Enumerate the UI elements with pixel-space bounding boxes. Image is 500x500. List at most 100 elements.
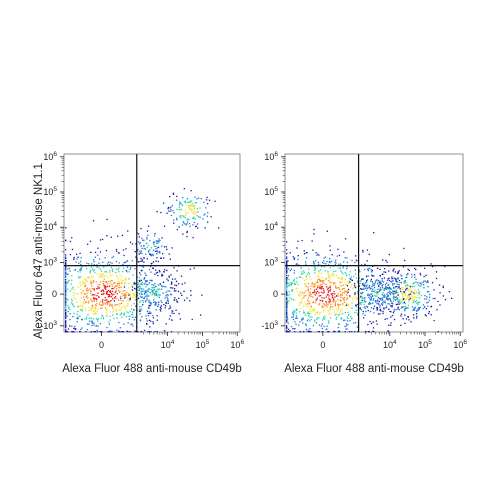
event-dot-p0 (357, 331, 359, 333)
event-dot-p2 (379, 287, 382, 289)
event-dot-p1 (392, 280, 394, 282)
event-dot-p0 (347, 289, 349, 291)
event-dot-p0 (293, 257, 296, 259)
event-dot-p1 (437, 331, 439, 333)
event-dot-p0 (121, 312, 123, 314)
event-dot-p0 (90, 292, 92, 294)
event-dot-p0 (93, 310, 95, 312)
event-dot-p0 (100, 281, 102, 283)
event-dot-p2 (370, 296, 372, 298)
event-dot-p0 (92, 282, 94, 284)
event-dot-p0 (308, 292, 310, 294)
event-dot-p0 (65, 329, 67, 332)
event-dot-p0 (96, 264, 98, 266)
y-tick-label: 104 (264, 221, 278, 232)
event-dot-p1 (410, 321, 412, 323)
event-dot-p0 (329, 307, 331, 309)
event-dot-p0 (139, 283, 141, 285)
event-dot-p2 (152, 291, 154, 293)
event-dot-p0 (286, 257, 288, 260)
event-dot-p0 (329, 290, 331, 292)
event-dot-p1 (194, 202, 196, 204)
event-dot-p0 (92, 268, 94, 270)
event-dot-p0 (114, 291, 116, 293)
event-dot-p0 (326, 328, 328, 330)
event-dot-p2 (396, 286, 398, 288)
event-dot-p0 (163, 257, 165, 259)
event-dot-p0 (86, 316, 88, 318)
event-dot-p1 (187, 206, 190, 208)
x-tick-label: 0 (99, 340, 104, 350)
event-dot-p0 (318, 317, 320, 319)
event-dot-p1 (412, 283, 414, 285)
event-dot-p0 (118, 262, 120, 264)
event-dot-p0 (300, 276, 302, 278)
event-dot-p0 (137, 276, 139, 278)
event-dot-p1 (408, 319, 410, 321)
event-dot-p0 (69, 325, 71, 327)
event-dot-p0 (340, 276, 343, 278)
event-dot-p1 (184, 212, 187, 214)
event-dot-p0 (100, 307, 102, 310)
event-dot-p0 (304, 283, 306, 285)
event-dot-p1 (391, 302, 393, 304)
event-dot-p0 (337, 293, 339, 295)
event-dot-p0 (123, 262, 125, 264)
event-dot-p1 (390, 324, 392, 326)
event-dot-p0 (312, 292, 314, 294)
event-dot-p1 (363, 284, 365, 286)
event-dot-p0 (321, 286, 324, 288)
event-dot-p0 (94, 304, 97, 306)
event-dot-p0 (115, 310, 117, 312)
event-dot-p0 (286, 299, 288, 301)
event-dot-p0 (308, 302, 311, 304)
event-dot-p0 (83, 302, 85, 304)
event-dot-p1 (439, 304, 441, 306)
event-dot-p2 (381, 287, 384, 289)
event-dot-p0 (333, 291, 335, 293)
event-dot-p0 (286, 282, 288, 284)
event-dot-p0 (163, 304, 165, 306)
event-dot-p0 (106, 292, 108, 294)
event-dot-p0 (346, 268, 348, 270)
event-dot-p1 (413, 294, 415, 296)
event-dot-p1 (425, 281, 428, 283)
event-dot-p1 (419, 274, 422, 276)
event-dot-p0 (82, 301, 84, 303)
event-dot-p0 (342, 266, 345, 268)
event-dot-p0 (176, 270, 178, 272)
event-dot-p3 (148, 225, 150, 227)
event-dot-p1 (208, 199, 211, 201)
event-dot-p0 (327, 293, 329, 295)
event-dot-p2 (143, 297, 145, 300)
y-tick-label: 104 (43, 221, 57, 232)
event-dot-p2 (163, 271, 165, 273)
event-dot-p0 (321, 297, 323, 299)
event-dot-p0 (131, 308, 133, 310)
event-dot-p1 (204, 213, 206, 215)
event-dot-p0 (103, 290, 105, 293)
event-dot-p0 (335, 259, 337, 261)
event-dot-p0 (312, 296, 314, 298)
event-dot-p2 (396, 297, 398, 299)
event-dot-p2 (151, 291, 153, 293)
event-dot-p0 (303, 271, 305, 274)
event-dot-p0 (164, 307, 166, 309)
event-dot-p0 (146, 310, 149, 313)
event-dot-p0 (136, 309, 139, 311)
event-dot-p0 (393, 290, 395, 293)
event-dot-p0 (298, 304, 301, 306)
event-dot-p0 (109, 319, 111, 321)
event-dot-p1 (400, 287, 403, 289)
event-dot-p2 (175, 299, 178, 301)
event-dot-p0 (348, 279, 350, 281)
event-dot-p0 (315, 252, 317, 254)
event-dot-p0 (104, 299, 106, 301)
event-dot-p0 (106, 263, 109, 265)
event-dot-p0 (102, 289, 105, 291)
event-dot-p0 (87, 277, 90, 279)
event-dot-p0 (342, 303, 344, 305)
event-dot-p0 (100, 304, 102, 306)
event-dot-p2 (166, 299, 169, 301)
event-dot-p0 (69, 308, 71, 311)
